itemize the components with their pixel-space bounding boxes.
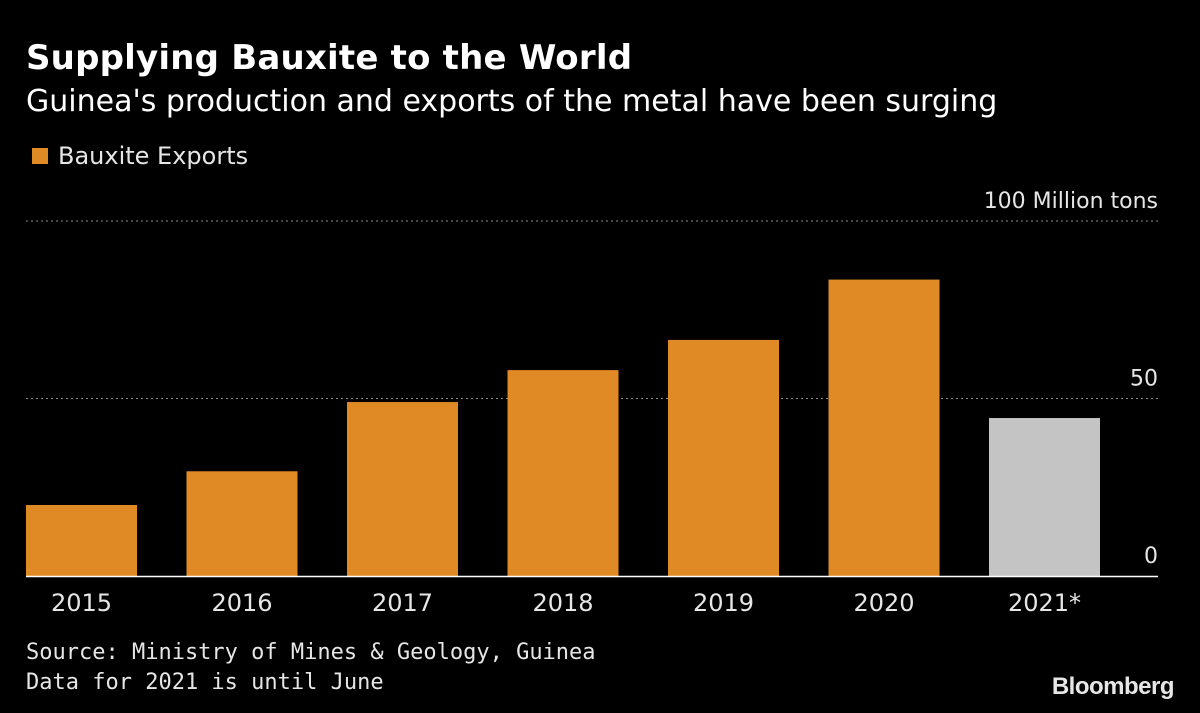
legend-label: Bauxite Exports <box>58 142 249 170</box>
chart-subtitle: Guinea's production and exports of the m… <box>26 84 998 119</box>
y-tick-label: 0 <box>1144 544 1158 569</box>
x-tick-label: 2020 <box>853 589 914 617</box>
legend-swatch <box>32 148 48 164</box>
bar-2020 <box>828 279 940 576</box>
source-text: Source: Ministry of Mines & Geology, Gui… <box>26 640 596 665</box>
y-tick-label: 50 <box>1130 367 1158 392</box>
bar-2017 <box>347 402 458 576</box>
y-tick-label: 100 Million tons <box>984 189 1158 214</box>
bar-2019 <box>668 339 779 576</box>
bar-2018 <box>507 370 619 576</box>
x-tick-label: 2015 <box>51 589 112 617</box>
bar-2015 <box>26 505 137 576</box>
x-tick-label: 2018 <box>532 589 593 617</box>
data-note: Data for 2021 is until June <box>26 670 384 695</box>
source-note: Source: Ministry of Mines & Geology, Gui… <box>26 638 596 698</box>
legend: Bauxite Exports <box>32 142 248 170</box>
x-tick-label: 2016 <box>211 589 272 617</box>
x-tick-label: 2019 <box>693 589 754 617</box>
x-tick-label: 2017 <box>372 589 433 617</box>
bar-2021 <box>989 418 1100 576</box>
chart-title: Supplying Bauxite to the World <box>26 38 633 78</box>
bar-2016 <box>186 471 298 576</box>
bloomberg-logo: Bloomberg <box>1051 673 1175 700</box>
x-tick-label: 2021* <box>1008 589 1081 617</box>
